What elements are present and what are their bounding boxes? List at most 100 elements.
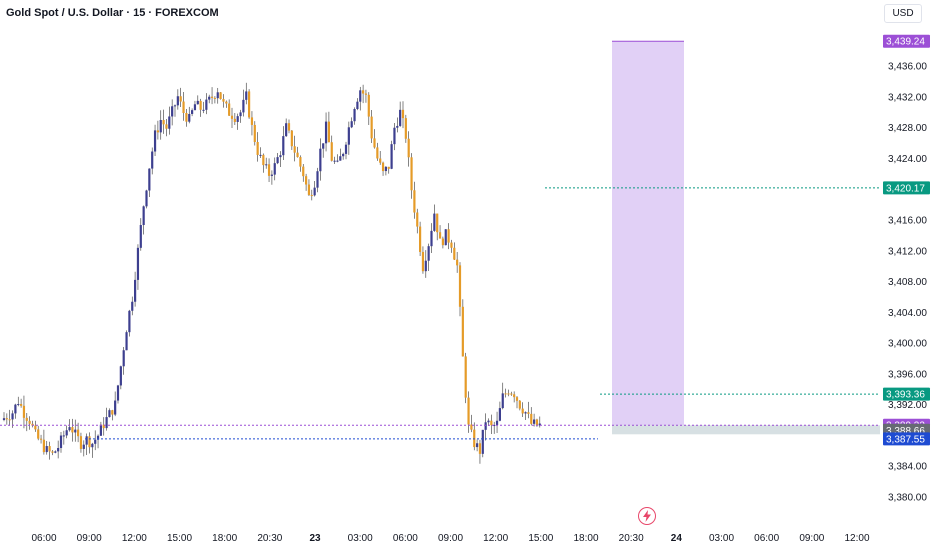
candle-body: [2, 418, 6, 420]
candle-body: [102, 424, 105, 429]
candle-body: [373, 138, 376, 148]
candle-body: [404, 118, 407, 139]
candle-body: [393, 127, 396, 145]
candle-body: [54, 451, 57, 453]
candle-body: [427, 246, 430, 261]
candle-body: [233, 118, 236, 122]
candle-body: [262, 154, 265, 166]
y-tick-label: 3,416.00: [888, 216, 927, 227]
price-badge-label: 3,393.36: [886, 390, 925, 401]
x-tick-label: 20:30: [619, 533, 644, 544]
candle-body: [327, 121, 330, 143]
candle-body: [71, 427, 74, 433]
x-tick-label: 06:00: [393, 533, 418, 544]
y-tick-label: 3,412.00: [888, 246, 927, 257]
x-tick-label: 03:00: [348, 533, 373, 544]
price-badge: [883, 432, 930, 446]
x-tick-label: 09:00: [799, 533, 824, 544]
candle-body: [305, 176, 308, 185]
candle-body: [419, 226, 422, 252]
x-tick-label: 15:00: [528, 533, 553, 544]
x-tick-label: 12:00: [844, 533, 869, 544]
candle-body: [105, 417, 108, 429]
candle-body: [535, 419, 539, 426]
candle-body: [148, 168, 151, 191]
candle-body: [302, 166, 305, 177]
candle-body: [524, 412, 527, 414]
candle-body: [179, 96, 182, 102]
currency-button[interactable]: USD: [884, 4, 922, 23]
candle-body: [282, 136, 285, 156]
candle-body: [461, 306, 464, 357]
price-badge-label: 3,387.55: [886, 434, 925, 445]
candle-body: [339, 156, 342, 161]
candle-body: [424, 260, 427, 272]
candle-body: [538, 423, 541, 426]
candle-body: [74, 429, 77, 433]
candle-body: [267, 164, 271, 176]
candle-body: [515, 397, 519, 401]
candle-body: [387, 166, 390, 169]
candle-body: [128, 310, 131, 333]
x-tick-label: 06:00: [754, 533, 779, 544]
candle-body: [210, 96, 214, 98]
x-tick-label: 09:00: [438, 533, 463, 544]
candle-body: [248, 91, 251, 118]
candle-body: [57, 448, 60, 452]
candle-body: [165, 124, 168, 129]
candle-body: [285, 123, 288, 137]
candle-body: [142, 206, 145, 226]
x-tick-label: 12:00: [122, 533, 147, 544]
candle-body: [513, 394, 516, 398]
candle-body: [68, 427, 71, 431]
candle-body: [299, 157, 302, 167]
candle-body: [410, 157, 413, 191]
candle-body: [208, 96, 211, 100]
candle-body: [125, 332, 128, 351]
candle-body: [225, 101, 228, 104]
x-tick-label: 06:00: [31, 533, 56, 544]
candle-body: [77, 429, 80, 437]
candle-body: [42, 439, 45, 453]
candle-body: [507, 393, 510, 395]
candle-body: [438, 232, 442, 239]
candle-body: [79, 436, 83, 449]
price-badge: [883, 181, 930, 195]
candle-body: [313, 187, 316, 196]
candle-body: [213, 97, 216, 99]
x-tick-label: 18:00: [212, 533, 237, 544]
candle-body: [493, 425, 496, 427]
candle-body: [185, 112, 188, 122]
candle-body: [25, 417, 28, 421]
candle-body: [216, 92, 219, 99]
candle-body: [20, 404, 23, 406]
candle-body: [324, 121, 328, 144]
candle-body: [156, 130, 159, 133]
candle-body: [518, 400, 521, 409]
candle-body: [8, 419, 11, 421]
candle-body: [205, 99, 208, 110]
candle-body: [453, 247, 456, 260]
candle-body: [504, 393, 507, 395]
candle-body: [37, 429, 40, 439]
price-badge-label: 3,420.17: [886, 183, 925, 194]
candle-body: [196, 100, 199, 105]
candle-body: [316, 171, 319, 188]
chart-title: Gold Spot / U.S. Dollar · 15 · FOREXCOM: [6, 7, 219, 19]
candle-body: [162, 120, 165, 125]
candle-body: [319, 148, 322, 172]
candle-body: [191, 110, 194, 114]
candle-body: [22, 405, 26, 418]
candle-body: [379, 158, 382, 163]
y-tick-label: 3,384.00: [888, 462, 927, 473]
candle-body: [182, 101, 185, 113]
y-tick-label: 3,428.00: [888, 123, 927, 134]
candle-body: [173, 105, 177, 107]
candle-body: [270, 174, 273, 176]
flash-icon[interactable]: [638, 507, 656, 525]
candle-body: [310, 194, 313, 196]
candle-body: [330, 142, 333, 161]
candle-body: [94, 439, 97, 444]
